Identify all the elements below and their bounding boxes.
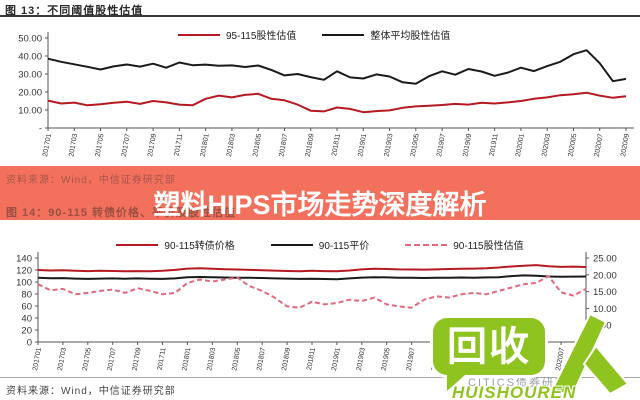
x-tick-label: 201807 — [278, 133, 289, 157]
x-tick-label: 201703 — [57, 347, 68, 371]
legend-item: 整体平均股性估值 — [322, 27, 450, 42]
x-tick-label: 201805 — [231, 347, 242, 371]
x-tick-label: 201707 — [107, 347, 118, 371]
legend-item: 95-115股性估值 — [178, 27, 296, 42]
red-line-sample-icon — [178, 33, 220, 36]
y-tick-label: 20 — [21, 326, 32, 337]
x-tick-label: 202001 — [515, 133, 526, 157]
x-tick-label: 202009 — [620, 133, 631, 157]
citics-watermark-text: CITICS债券研究 — [468, 377, 569, 389]
black-line-sample-icon — [270, 243, 313, 246]
series-line-1 — [37, 274, 587, 281]
legend-item: 90-115股性估值 — [405, 237, 524, 252]
headline-banner: 资料来源：Wind，中信证券研究部 图 14：90-115 转债价格、平价及股性… — [0, 166, 640, 220]
series-line-1 — [47, 49, 627, 85]
series-line-0 — [37, 264, 587, 273]
x-tick-label: 201805 — [252, 133, 263, 157]
y-tick-label: 30.00 — [18, 70, 42, 81]
legend-label: 90-115转债价格 — [164, 241, 235, 252]
x-tick-label: 201701 — [32, 347, 43, 371]
x-tick-label: 201711 — [173, 133, 184, 157]
x-tick-label: 201711 — [157, 347, 168, 371]
x-tick-label: 201709 — [147, 133, 158, 157]
y-tick-label: 50.00 — [18, 34, 42, 45]
x-tick-label: 201705 — [82, 347, 93, 371]
legend-item: 90-115平价 — [270, 237, 370, 252]
recycle-logo: 回收 — [433, 318, 545, 375]
x-tick-label: 201803 — [226, 133, 237, 157]
legend-item: 90-115转债价格 — [116, 237, 235, 252]
headline-text: 塑料HIPS市场走势深度解析 — [153, 190, 487, 220]
right-y-tick-label: 15.00 — [593, 287, 617, 298]
x-tick-label: 201901 — [331, 347, 342, 371]
pink-dashed-line-sample-icon — [405, 243, 448, 246]
chart14-source: 资料来源：Wind，中信证券研究部 — [6, 386, 176, 397]
black-line-sample-icon — [322, 33, 365, 36]
series-line-0 — [47, 91, 627, 114]
right-y-tick-label: 20.00 — [593, 270, 617, 281]
chart13-source: 资料来源：Wind，中信证券研究部 — [6, 175, 176, 186]
x-tick-label: 201907 — [436, 133, 447, 157]
x-tick-label: 201903 — [384, 133, 395, 157]
x-tick-label: 202007 — [555, 347, 566, 371]
legend-label: 整体平均股性估值 — [370, 31, 451, 42]
x-tick-label: 201905 — [410, 133, 421, 157]
legend-label: 90-115股性估值 — [453, 241, 524, 252]
x-tick-label: 201705 — [95, 133, 106, 157]
x-tick-label: 201801 — [181, 347, 192, 371]
x-tick-label: 201811 — [306, 347, 317, 371]
y-tick-label: 140 — [16, 254, 32, 265]
x-tick-label: 201907 — [406, 347, 417, 371]
footer-rule — [0, 377, 640, 378]
y-tick-label: - — [39, 124, 42, 135]
chart13-legend: 95-115股性估值 整体平均股性估值 — [178, 27, 450, 42]
recycle-logo-text: 回收 — [447, 324, 531, 369]
x-tick-label: 201707 — [121, 133, 132, 157]
red-line-sample-icon — [116, 243, 159, 246]
chart13-svg: 50.00 40.00 30.00 20.00 10.00 -201701 201703 20… — [18, 32, 634, 157]
legend-label: 90-115平价 — [318, 241, 370, 252]
right-y-tick-label: 25.00 — [593, 254, 617, 265]
x-tick-label: 201901 — [357, 133, 368, 157]
x-tick-label: 201807 — [256, 347, 267, 371]
y-tick-label: 10.00 — [18, 106, 42, 117]
x-tick-label: 201809 — [305, 133, 316, 157]
x-tick-label: 201809 — [281, 347, 292, 371]
series-line-2 — [37, 275, 587, 309]
x-tick-label: 201903 — [356, 347, 367, 371]
y-tick-label: 40 — [21, 314, 32, 325]
chart14-legend: 90-115转债价格 90-115平价 90-115股性估值 — [0, 237, 640, 252]
chart13-title: 图 13：不同阈值股性估值 — [5, 5, 144, 17]
chart13-title-rule — [0, 15, 640, 17]
x-tick-label: 201911 — [489, 133, 500, 157]
y-tick-label: 40.00 — [18, 52, 42, 63]
y-tick-label: 60 — [21, 302, 32, 313]
x-tick-label: 202005 — [567, 133, 578, 157]
y-tick-label: 120 — [16, 266, 32, 277]
x-tick-label: 201909 — [462, 133, 473, 157]
right-y-tick-label: 10.00 — [593, 304, 617, 315]
x-tick-label: 202007 — [594, 133, 605, 157]
speech-bubble-tail-icon — [447, 375, 465, 391]
y-tick-label: 0 — [27, 338, 32, 349]
x-tick-label: 201701 — [42, 133, 53, 157]
y-tick-label: 80 — [21, 290, 32, 301]
person-glyph-icon — [550, 312, 630, 398]
chart14-title: 图 14：90-115 转债价格、平价及股性估值 — [6, 207, 236, 219]
recycle-logo-subtext: HUISHOUREN — [452, 383, 577, 400]
x-tick-label: 202003 — [541, 133, 552, 157]
x-tick-label: 201703 — [68, 133, 79, 157]
y-tick-label: 20.00 — [18, 88, 42, 99]
x-tick-label: 201905 — [381, 347, 392, 371]
x-tick-label: 201803 — [206, 347, 217, 371]
x-tick-label: 201801 — [200, 133, 211, 157]
x-tick-label: 201811 — [331, 133, 342, 157]
y-tick-label: 100 — [16, 278, 32, 289]
x-tick-label: 201709 — [132, 347, 143, 371]
legend-label: 95-115股性估值 — [226, 31, 297, 42]
